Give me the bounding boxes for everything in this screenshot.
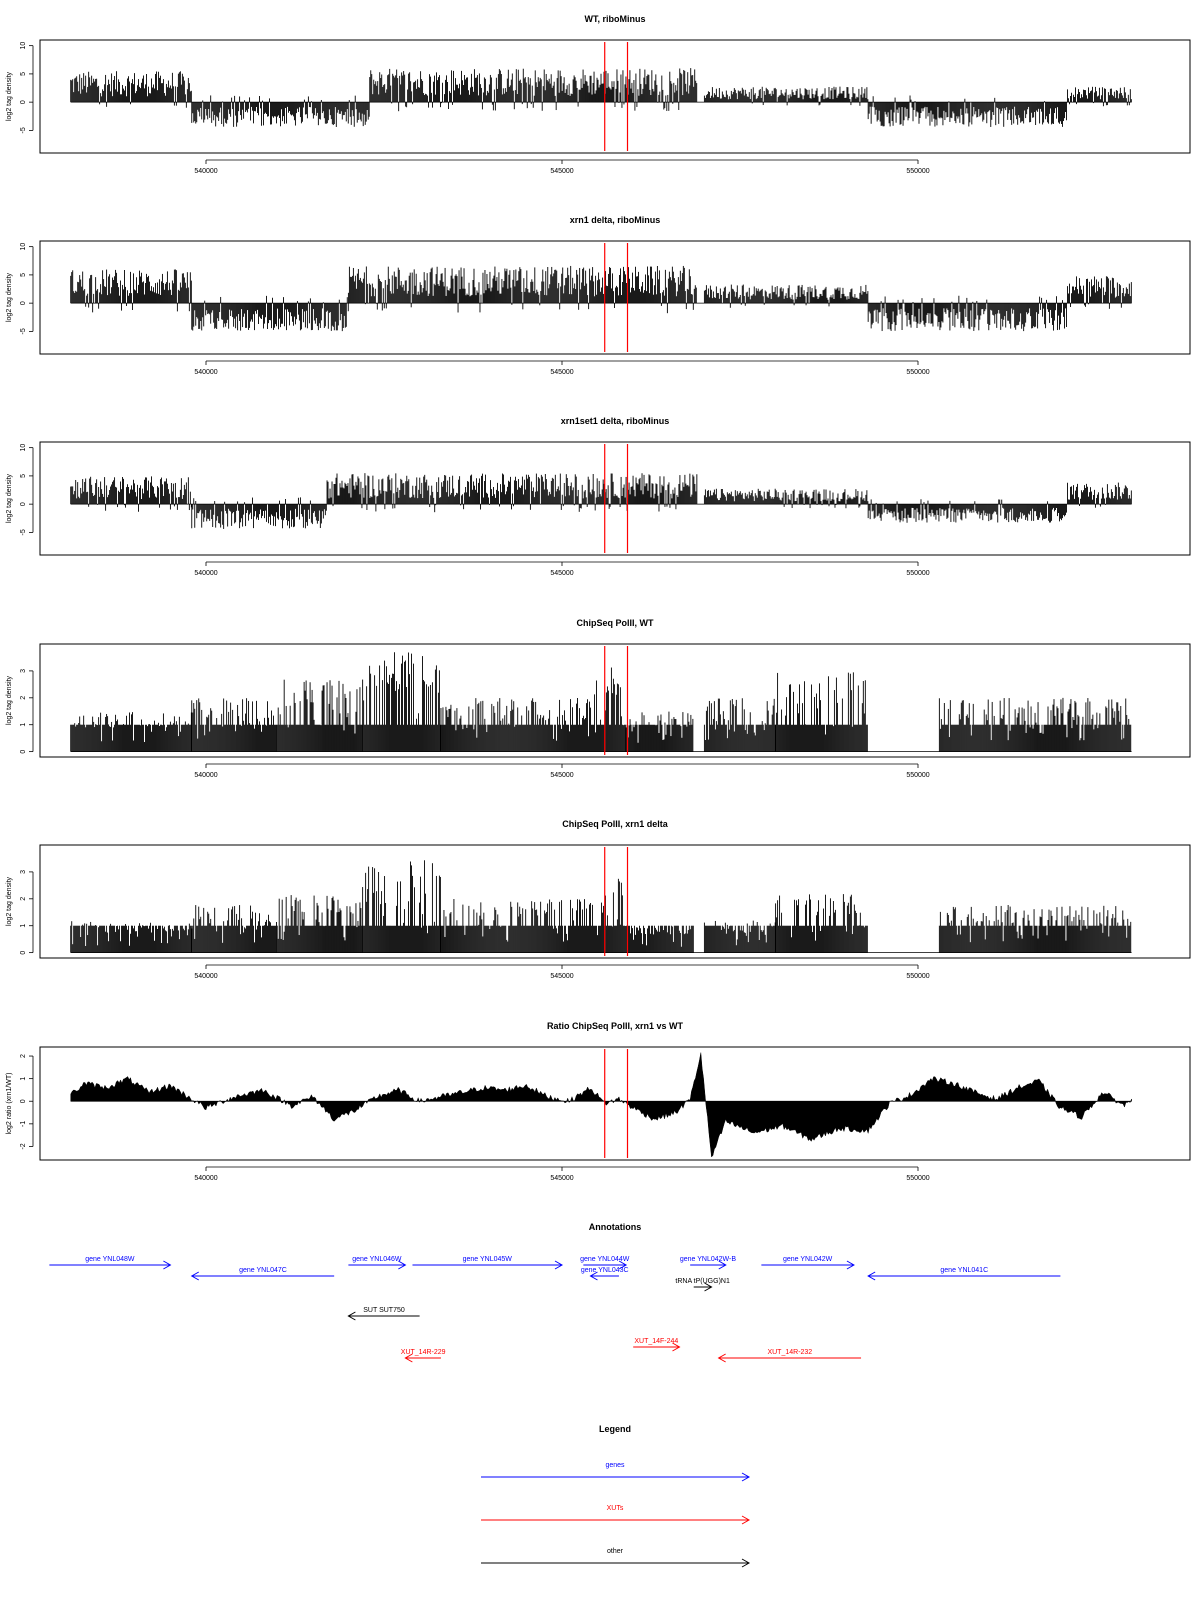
x-tick-label: 545000 [550, 168, 573, 175]
y-tick-label: 10 [20, 444, 27, 452]
series [70, 265, 1132, 332]
x-tick-label: 550000 [906, 772, 929, 779]
y-tick-label: 2 [20, 696, 27, 700]
y-tick-label: 10 [20, 243, 27, 251]
x-tick-label: 545000 [550, 570, 573, 577]
y-axis-label: log2 tag density [6, 71, 13, 121]
plot-frame [39, 441, 1191, 556]
y-tick-label: -5 [20, 328, 27, 334]
x-tick-label: 540000 [194, 570, 217, 577]
y-axis-label: log2 tag density [6, 876, 13, 926]
x-tick-label: 550000 [906, 369, 929, 376]
panel-title: xrn1set1 delta, riboMinus [561, 416, 670, 426]
x-tick-label: 545000 [550, 772, 573, 779]
x-tick-label: 540000 [194, 369, 217, 376]
panel-title: xrn1 delta, riboMinus [570, 215, 661, 225]
y-tick-label: 0 [20, 502, 27, 506]
series [70, 68, 1132, 127]
y-tick-label: 0 [20, 100, 27, 104]
panel-title: WT, riboMinus [585, 14, 646, 24]
series [70, 473, 1132, 529]
panel-5: ChipSeq PolII, xrn1 delta log2 tag densit… [6, 819, 1191, 980]
panel-4: ChipSeq PolII, WT log2 tag density 0 1 2 3 540… [6, 618, 1191, 779]
plot-frame [39, 39, 1191, 154]
panel-title: ChipSeq PolII, WT [577, 618, 654, 628]
plot-frame [39, 643, 1191, 758]
x-tick-label: 550000 [906, 570, 929, 577]
y-tick-label: 5 [20, 474, 27, 478]
y-tick-label: 0 [20, 301, 27, 305]
y-tick-label: 5 [20, 72, 27, 76]
x-tick-label: 540000 [194, 772, 217, 779]
x-tick-label: 540000 [194, 168, 217, 175]
y-axis-label: log2 tag density [6, 272, 13, 322]
x-tick-label: 545000 [550, 369, 573, 376]
y-axis-label: log2 tag density [6, 675, 13, 725]
panel-1: WT, riboMinus log2 tag density -5 0 5 10 54000… [6, 14, 1191, 175]
y-axis-label: log2 tag density [6, 473, 13, 523]
y-tick-label: -5 [20, 127, 27, 133]
y-tick-label: -5 [20, 529, 27, 535]
series [70, 860, 1132, 954]
series [70, 652, 1132, 753]
y-tick-label: 0 [20, 750, 27, 754]
panel-2: xrn1 delta, riboMinus log2 tag density -5 0… [6, 215, 1191, 376]
y-tick-label: 5 [20, 273, 27, 277]
y-tick-label: 1 [20, 723, 27, 727]
panel-title: ChipSeq PolII, xrn1 delta [562, 819, 669, 829]
y-tick-label: 3 [20, 669, 27, 673]
plot-frame [39, 240, 1191, 355]
y-tick-label: 10 [20, 42, 27, 50]
panel-3: xrn1set1 delta, riboMinus log2 tag densit… [6, 416, 1191, 577]
x-tick-label: 550000 [906, 168, 929, 175]
